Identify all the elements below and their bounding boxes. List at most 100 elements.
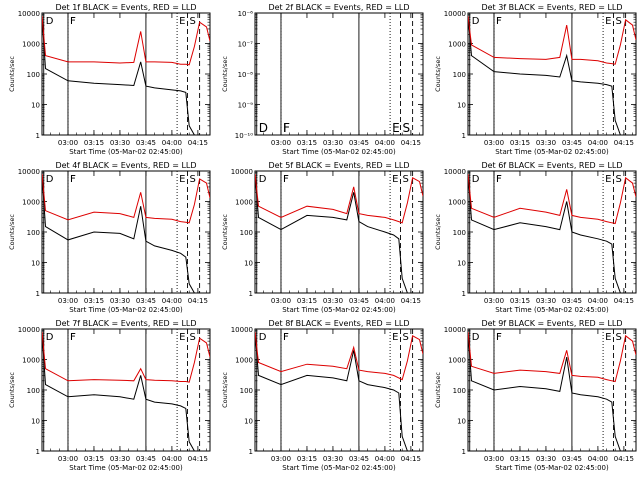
marker-label: S (615, 174, 621, 185)
events-series-line (468, 173, 636, 293)
x-tick-label: 03:45 (136, 455, 156, 463)
y-tick-label: 1000 (448, 199, 466, 207)
marker-label: F (283, 332, 289, 343)
x-tick-label: 03:30 (110, 139, 130, 147)
marker-label: F (283, 332, 289, 343)
marker-label: F (496, 16, 502, 27)
y-tick-label: 10 (31, 102, 40, 110)
x-tick-label: 03:00 (271, 455, 291, 463)
x-tick-label: 03:30 (323, 455, 343, 463)
y-tick-label: 1000 (448, 41, 466, 49)
x-tick-label: 03:15 (510, 297, 530, 305)
x-tick-label: 04:00 (162, 455, 182, 463)
y-tick-label: 1000 (235, 199, 253, 207)
marker-label: F (283, 121, 290, 135)
marker-label: E (392, 332, 398, 343)
x-axis-label: Start Time (05-Mar-02 02:45:00) (282, 306, 396, 314)
marker-label: F (496, 174, 502, 185)
panel-title: Det 8f BLACK = Events, RED = LLD (268, 319, 409, 328)
x-tick-label: 03:30 (110, 455, 130, 463)
detector-panel-4: Det 4f BLACK = Events, RED = LLD 1 10 100 10… (8, 161, 211, 314)
x-tick-label: 04:00 (162, 139, 182, 147)
x-tick-label: 03:00 (484, 139, 504, 147)
y-tick-label: 10000 (18, 10, 40, 18)
x-tick-label: 03:45 (349, 297, 369, 305)
y-tick-label: 1 (462, 132, 466, 140)
y-tick-label: 100 (453, 71, 466, 79)
panel-title: Det 4f BLACK = Events, RED = LLD (55, 161, 196, 170)
x-tick-label: 04:00 (588, 455, 608, 463)
marker-label: D (259, 174, 267, 185)
lld-series-line (468, 15, 636, 65)
plot-frame (41, 170, 211, 294)
panel-title: Det 2f BLACK = Events, RED = LLD (268, 3, 409, 12)
y-axis-label: Counts/sec (434, 214, 442, 250)
y-tick-label: 10000 (18, 326, 40, 334)
y-tick-label: 10⁻⁹ (238, 102, 254, 110)
y-axis-label: Counts/sec (8, 214, 16, 250)
plot-frame (467, 170, 637, 294)
marker-label: F (283, 174, 289, 185)
events-series-line (42, 15, 210, 135)
y-axis-label: Counts/sec (221, 372, 229, 408)
x-tick-label: 03:00 (271, 139, 291, 147)
y-tick-label: 1 (462, 448, 466, 456)
x-axis-label: Start Time (05-Mar-02 02:45:00) (282, 464, 396, 472)
plot-frame (467, 12, 637, 136)
y-axis-label: Counts/sec (8, 56, 16, 92)
marker-label: E (605, 16, 611, 27)
x-tick-label: 03:45 (136, 139, 156, 147)
x-tick-label: 04:00 (588, 139, 608, 147)
marker-label: F (70, 174, 76, 185)
y-tick-label: 10⁻⁸ (238, 71, 254, 79)
x-tick-label: 04:15 (401, 455, 421, 463)
y-axis-label: Counts/sec (434, 372, 442, 408)
marker-label: S (402, 121, 410, 135)
x-tick-label: 03:45 (562, 455, 582, 463)
x-axis-label: Start Time (05-Mar-02 02:45:00) (69, 464, 183, 472)
y-tick-label: 10000 (444, 10, 466, 18)
y-tick-label: 1 (36, 132, 40, 140)
marker-label: S (615, 16, 621, 27)
marker-label: E (179, 16, 185, 27)
lld-series-line (255, 173, 423, 224)
y-tick-label: 1 (36, 290, 40, 298)
plot-frame (254, 170, 424, 294)
y-tick-label: 10000 (231, 326, 253, 334)
y-tick-label: 1000 (235, 357, 253, 365)
marker-label: S (615, 332, 621, 343)
lld-series-line (42, 331, 210, 383)
marker-label: S (189, 16, 195, 27)
detector-panel-2: Det 2f BLACK = Events, RED = LLD 10⁻¹⁰ 10⁻… (221, 3, 424, 156)
marker-label: D (46, 16, 54, 27)
events-series-line (42, 331, 210, 451)
marker-label: F (70, 16, 76, 27)
panel-title: Det 6f BLACK = Events, RED = LLD (481, 161, 622, 170)
marker-label: F (496, 174, 502, 185)
panel-title: Det 3f BLACK = Events, RED = LLD (481, 3, 622, 12)
y-tick-label: 1 (249, 448, 253, 456)
x-tick-label: 03:00 (58, 297, 78, 305)
detector-panel-5: Det 5f BLACK = Events, RED = LLD 1 10 100 10… (221, 161, 424, 314)
y-tick-label: 10⁻⁶ (238, 10, 254, 18)
x-tick-label: 03:30 (323, 139, 343, 147)
marker-label: E (179, 332, 185, 343)
x-tick-label: 03:00 (271, 297, 291, 305)
detector-panel-8: Det 8f BLACK = Events, RED = LLD 1 10 100 10… (221, 319, 424, 472)
marker-label: F (70, 332, 76, 343)
y-tick-label: 10000 (18, 168, 40, 176)
events-series-line (42, 173, 210, 293)
x-tick-label: 03:15 (297, 455, 317, 463)
x-tick-label: 04:15 (401, 297, 421, 305)
lld-series-line (468, 331, 636, 383)
x-tick-label: 03:00 (58, 455, 78, 463)
x-tick-label: 04:15 (401, 139, 421, 147)
x-axis-label: Start Time (05-Mar-02 02:45:00) (69, 306, 183, 314)
x-tick-label: 03:30 (323, 297, 343, 305)
marker-label: S (189, 174, 195, 185)
x-axis-label: Start Time (05-Mar-02 02:45:00) (495, 306, 609, 314)
plot-frame (41, 12, 211, 136)
x-tick-label: 03:00 (58, 139, 78, 147)
y-tick-label: 100 (453, 387, 466, 395)
x-tick-label: 03:15 (297, 297, 317, 305)
